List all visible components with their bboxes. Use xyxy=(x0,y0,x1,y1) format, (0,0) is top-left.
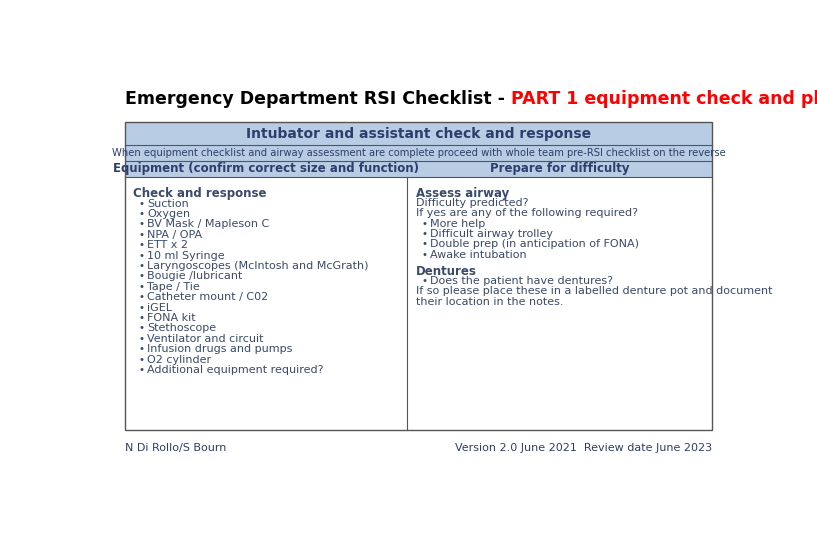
Text: Oxygen: Oxygen xyxy=(147,209,190,219)
Text: •: • xyxy=(422,276,427,286)
Text: Difficulty predicted?: Difficulty predicted? xyxy=(416,198,529,208)
Text: •: • xyxy=(422,250,427,260)
Text: •: • xyxy=(139,344,145,354)
Text: •: • xyxy=(139,354,145,365)
Text: Emergency Department RSI Checklist -: Emergency Department RSI Checklist - xyxy=(125,89,511,108)
Text: •: • xyxy=(422,240,427,249)
Bar xyxy=(125,145,712,160)
Text: •: • xyxy=(422,229,427,239)
Text: •: • xyxy=(139,365,145,375)
Text: •: • xyxy=(139,282,145,292)
Text: Difficult airway trolley: Difficult airway trolley xyxy=(430,229,553,239)
Bar xyxy=(125,160,712,177)
Text: •: • xyxy=(139,261,145,271)
Text: their location in the notes.: their location in the notes. xyxy=(416,297,564,307)
Text: •: • xyxy=(139,324,145,333)
Text: Stethoscope: Stethoscope xyxy=(147,324,217,333)
Text: BV Mask / Mapleson C: BV Mask / Mapleson C xyxy=(147,220,270,229)
Text: •: • xyxy=(139,250,145,261)
Text: •: • xyxy=(139,302,145,313)
Text: FONA kit: FONA kit xyxy=(147,313,196,323)
Text: 10 ml Syringe: 10 ml Syringe xyxy=(147,250,225,261)
Text: •: • xyxy=(139,334,145,344)
Text: Additional equipment required?: Additional equipment required? xyxy=(147,365,324,375)
Text: Awake intubation: Awake intubation xyxy=(430,250,527,260)
Text: iGEL: iGEL xyxy=(147,302,172,313)
Text: •: • xyxy=(139,313,145,323)
Text: •: • xyxy=(139,272,145,281)
Text: If so please place these in a labelled denture pot and document: If so please place these in a labelled d… xyxy=(416,286,773,296)
Text: N Di Rollo/S Bourn: N Di Rollo/S Bourn xyxy=(125,443,227,453)
Text: Infusion drugs and pumps: Infusion drugs and pumps xyxy=(147,344,292,354)
Text: Ventilator and circuit: Ventilator and circuit xyxy=(147,334,264,344)
Text: •: • xyxy=(422,218,427,229)
Bar xyxy=(125,122,712,145)
Text: Check and response: Check and response xyxy=(133,186,266,199)
Text: •: • xyxy=(139,220,145,229)
Text: O2 cylinder: O2 cylinder xyxy=(147,354,212,365)
Text: Version 2.0 June 2021  Review date June 2023: Version 2.0 June 2021 Review date June 2… xyxy=(455,443,712,453)
Bar xyxy=(125,177,712,430)
Text: Intubator and assistant check and response: Intubator and assistant check and respon… xyxy=(246,127,592,140)
Text: Catheter mount / C02: Catheter mount / C02 xyxy=(147,292,268,302)
Text: Double prep (in anticipation of FONA): Double prep (in anticipation of FONA) xyxy=(430,240,639,249)
Text: Bougie /lubricant: Bougie /lubricant xyxy=(147,272,243,281)
Text: •: • xyxy=(139,240,145,250)
Text: Equipment (confirm correct size and function): Equipment (confirm correct size and func… xyxy=(113,163,419,176)
Text: Dentures: Dentures xyxy=(416,265,477,278)
Text: •: • xyxy=(139,209,145,219)
Text: When equipment checklist and airway assessment are complete proceed with whole t: When equipment checklist and airway asse… xyxy=(112,148,725,158)
Text: •: • xyxy=(139,230,145,240)
Text: ETT x 2: ETT x 2 xyxy=(147,240,188,250)
Text: If yes are any of the following required?: If yes are any of the following required… xyxy=(416,208,638,218)
Text: •: • xyxy=(139,198,145,209)
Text: Laryngoscopes (McIntosh and McGrath): Laryngoscopes (McIntosh and McGrath) xyxy=(147,261,368,271)
Text: •: • xyxy=(139,292,145,302)
Text: NPA / OPA: NPA / OPA xyxy=(147,230,202,240)
Text: Assess airway: Assess airway xyxy=(416,186,509,199)
Text: PART 1 equipment check and planning for difficulty: PART 1 equipment check and planning for … xyxy=(511,89,817,108)
Text: Tape / Tie: Tape / Tie xyxy=(147,282,200,292)
Text: Suction: Suction xyxy=(147,198,189,209)
Text: Does the patient have dentures?: Does the patient have dentures? xyxy=(430,276,613,286)
Text: More help: More help xyxy=(430,218,485,229)
Bar xyxy=(125,122,712,430)
Text: Prepare for difficulty: Prepare for difficulty xyxy=(489,163,629,176)
